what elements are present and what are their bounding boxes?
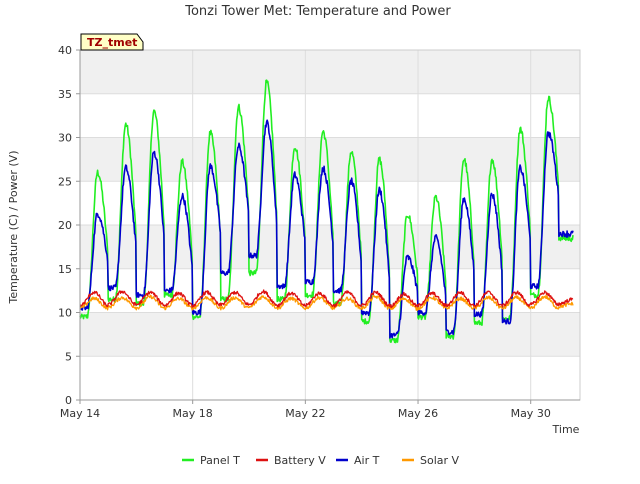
series-line-solar-v: [79, 294, 574, 311]
series-layer: [79, 79, 574, 344]
x-tick-label: May 18: [173, 407, 213, 420]
y-tick-label: 15: [58, 263, 72, 276]
legend-label-battery-v: Battery V: [274, 454, 326, 467]
x-axis-label: Time: [552, 423, 580, 436]
y-tick-label: 0: [65, 394, 72, 407]
legend-label-solar-v: Solar V: [420, 454, 460, 467]
series-line-panel-t: [79, 79, 574, 344]
plot-band: [80, 50, 580, 94]
series-line-air-t: [79, 119, 574, 339]
y-tick-label: 10: [58, 307, 72, 320]
site-tag: TZ_tmet: [80, 33, 144, 51]
plot-band: [80, 137, 580, 182]
axes: 0 5 10 15 20 25 30 35 40 May 14 May 18 May 22 May 26…: [58, 44, 581, 420]
series-line-battery-v: [79, 289, 574, 309]
legend: Panel T Battery V Air T Solar V: [182, 454, 460, 467]
site-tag-label: TZ_tmet: [87, 36, 137, 49]
plot-band: [80, 312, 580, 357]
legend-label-air-t: Air T: [354, 454, 380, 467]
y-tick-label: 40: [58, 44, 72, 57]
x-tick-label: May 14: [60, 407, 100, 420]
y-axis-label: Temperature (C) / Power (V): [7, 150, 20, 304]
y-tick-label: 35: [58, 88, 72, 101]
x-tick-label: May 26: [398, 407, 438, 420]
plot-band: [80, 225, 580, 269]
y-tick-label: 25: [58, 175, 72, 188]
y-tick-label: 20: [58, 219, 72, 232]
y-tick-label: 30: [58, 132, 72, 145]
chart-title: Tonzi Tower Met: Temperature and Power: [184, 4, 451, 19]
legend-label-panel-t: Panel T: [200, 454, 240, 467]
x-tick-label: May 30: [511, 407, 551, 420]
y-tick-label: 5: [65, 350, 72, 363]
x-tick-label: May 22: [285, 407, 325, 420]
site-tag-box: [80, 33, 144, 51]
